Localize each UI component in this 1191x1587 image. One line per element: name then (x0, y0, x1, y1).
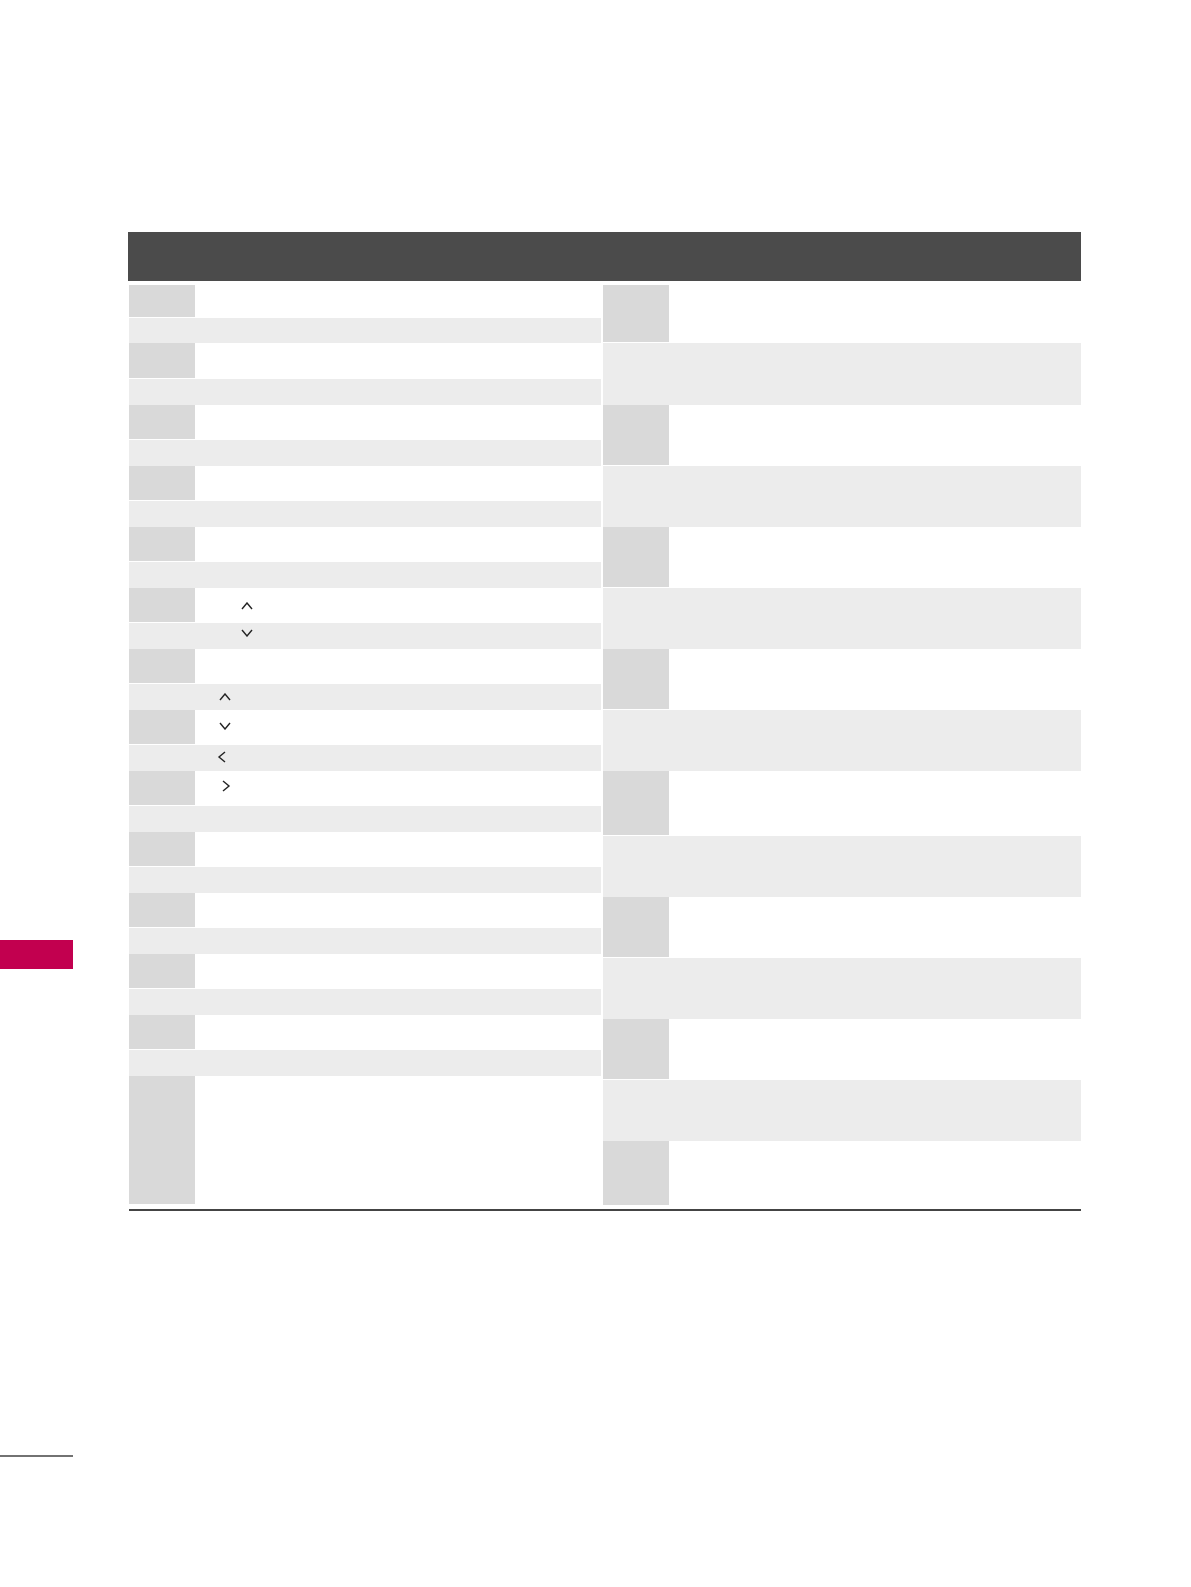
desc-cell (670, 649, 1081, 709)
row-band (129, 806, 601, 832)
row-band (129, 379, 601, 405)
desc-cell (196, 405, 601, 439)
left-column (129, 285, 601, 1204)
desc-cell (670, 527, 1081, 587)
desc-cell (196, 466, 601, 500)
code-cell (603, 527, 669, 587)
chevron-up (219, 692, 231, 701)
desc-cell (196, 710, 601, 744)
code-cell (129, 588, 195, 622)
desc-cell (670, 405, 1081, 465)
desc-cell (670, 1019, 1081, 1079)
code-cell (603, 405, 669, 465)
code-cell (129, 649, 195, 683)
row-band (129, 928, 601, 954)
code-cell (129, 527, 195, 561)
chevron-up (241, 601, 253, 610)
row-band (603, 466, 1081, 527)
row-band (129, 440, 601, 466)
desc-cell (196, 1015, 601, 1049)
desc-cell (196, 343, 601, 378)
desc-cell (196, 1076, 601, 1204)
code-cell (129, 954, 195, 988)
row-band (603, 588, 1081, 649)
code-cell (129, 771, 195, 805)
chevron-down (241, 629, 253, 638)
chevron-right (222, 780, 231, 792)
row-band (129, 501, 601, 527)
row-band (129, 867, 601, 893)
row-band (129, 745, 601, 771)
chevron-down (219, 722, 231, 731)
table-header (128, 232, 1081, 281)
row-band (603, 836, 1081, 897)
code-cell (129, 405, 195, 439)
desc-cell (196, 527, 601, 561)
code-cell (603, 1019, 669, 1079)
code-cell (129, 466, 195, 500)
code-cell (129, 285, 195, 317)
desc-cell (670, 285, 1081, 342)
chevron-icons (217, 601, 253, 792)
code-cell (129, 710, 195, 744)
row-band (603, 1080, 1081, 1141)
row-band (129, 562, 601, 588)
row-band (129, 623, 601, 649)
section-tab (0, 940, 73, 969)
code-cell (603, 771, 669, 835)
row-band (129, 989, 601, 1015)
desc-cell (670, 771, 1081, 835)
code-cell (603, 285, 669, 342)
code-cell (603, 649, 669, 709)
desc-cell (196, 649, 601, 683)
row-band (129, 318, 601, 343)
code-cell (129, 1015, 195, 1049)
desc-cell (196, 893, 601, 927)
right-column (603, 285, 1081, 1205)
row-band (129, 1050, 601, 1076)
row-band (603, 710, 1081, 771)
desc-cell (670, 897, 1081, 957)
desc-cell (670, 1141, 1081, 1205)
code-cell (129, 1076, 195, 1204)
code-cell (603, 1141, 669, 1205)
row-band (129, 684, 601, 710)
desc-cell (196, 954, 601, 988)
code-cell (129, 343, 195, 378)
desc-cell (196, 285, 601, 317)
desc-cell (196, 771, 601, 805)
code-cell (603, 897, 669, 957)
code-cell (129, 832, 195, 866)
chevron-left (217, 751, 226, 763)
code-cell (129, 893, 195, 927)
row-band (603, 343, 1081, 405)
desc-cell (196, 588, 601, 622)
row-band (603, 958, 1081, 1019)
desc-cell (196, 832, 601, 866)
